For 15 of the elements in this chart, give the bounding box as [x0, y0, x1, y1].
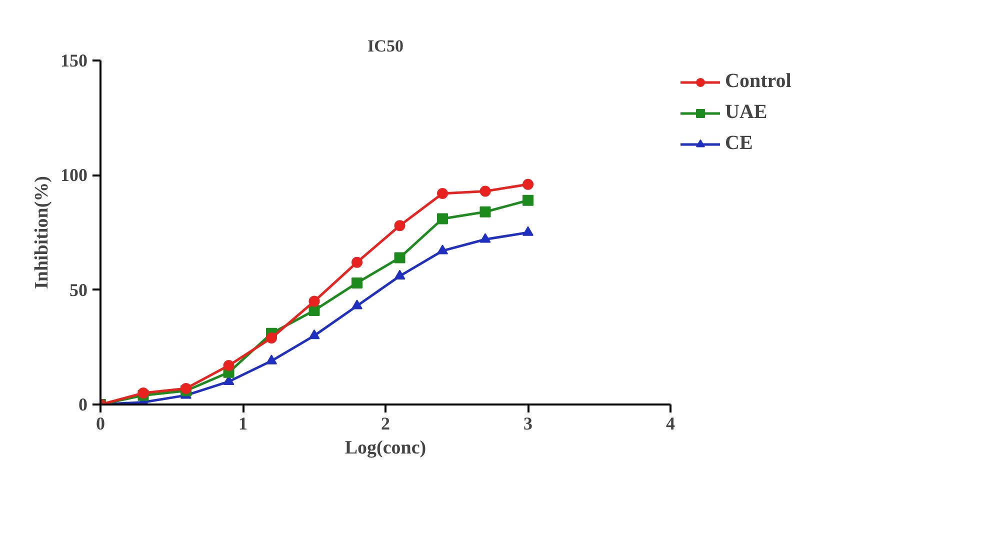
- x-tick-label: 2: [381, 414, 390, 434]
- legend-label: UAE: [725, 101, 768, 124]
- chart-title: IC50: [368, 36, 404, 56]
- x-tick-label: 1: [238, 414, 248, 434]
- x-tick-label: 0: [96, 414, 105, 434]
- y-axis-title: Inhibition(%): [32, 176, 52, 289]
- x-axis-title: Log(conc): [344, 438, 426, 458]
- y-tick-label: 100: [60, 165, 88, 186]
- y-tick-label: 150: [60, 50, 88, 70]
- legend-label: CE: [725, 132, 753, 155]
- x-tick-label: 4: [666, 414, 675, 434]
- y-tick-label: 0: [78, 394, 88, 414]
- y-tick-label: 50: [70, 280, 88, 300]
- legend-label: Control: [725, 70, 792, 93]
- x-tick-label: 3: [524, 414, 532, 434]
